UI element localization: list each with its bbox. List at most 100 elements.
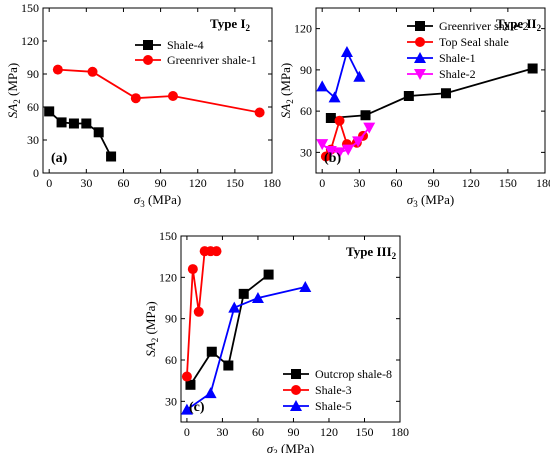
x-axis-label-unit: (MPa) [418,192,454,207]
legend-label: Top Seal shale [439,35,509,49]
type-label-sub: 2 [537,23,542,33]
x-tick-label: 30 [80,176,92,190]
x-axis-label: σ3 (MPa) [407,192,454,209]
x-axis-label-subscript: 3 [140,199,145,209]
y-axis-label-subscript: 2 [285,99,295,104]
y-axis-label-symbol: SA [278,104,293,119]
data-point [211,246,222,257]
y-axis-label-symbol: SA [143,342,158,357]
x-axis-label-unit: (MPa) [145,192,181,207]
data-point [193,306,204,317]
series-line-1 [57,68,260,114]
x-tick-label: 90 [287,425,299,439]
legend-marker [143,40,153,50]
data-point [106,151,117,162]
x-tick-label: 60 [117,176,129,190]
data-point [204,387,217,399]
legend-marker [414,52,426,63]
x-tick-label: 150 [355,425,373,439]
series-line-2 [186,286,306,411]
y-tick-label: 30 [27,133,39,147]
y-axis-label-subscript: 2 [150,338,160,343]
legend-label: Shale-1 [439,51,476,65]
data-point [223,360,234,371]
legend-marker [291,369,301,379]
data-point [353,70,366,82]
x-tick-label: 180 [536,176,550,190]
y-tick-label: 30 [165,394,177,408]
type-label-main: Type II [496,16,537,31]
legend-label: Outcrop shale-8 [315,367,392,381]
legend-label: Greenriver shale-2 [439,19,529,33]
data-point [263,269,274,280]
plot-frame [42,7,273,174]
data-point [130,93,141,104]
data-point [238,288,249,299]
data-point [403,91,414,101]
data-point [333,147,346,159]
y-tick-label: 90 [27,67,39,81]
x-tick-label: 90 [428,176,440,190]
plot-frame [315,7,546,174]
x-axis-label-subscript: 3 [413,199,418,209]
legend-label: Shale-3 [315,383,352,397]
type-label: Type II2 [496,16,542,33]
x-axis-label-unit: (MPa) [278,441,314,453]
x-tick-label: 90 [155,176,167,190]
legend-marker [143,55,153,65]
data-point [254,107,265,118]
type-label-sub: 2 [392,251,397,261]
data-point [81,118,92,129]
y-axis-label: SA2 (MPa) [5,63,22,118]
type-label-main: Type III [346,244,392,259]
y-axis-label-unit: (MPa) [143,301,158,337]
x-axis-label-symbol: σ [134,192,141,207]
panel-label: (c) [189,400,205,415]
y-axis-label-unit: (MPa) [5,63,20,99]
x-axis-label: σ3 (MPa) [267,441,314,453]
y-tick-label: 0 [33,166,39,180]
data-point [228,301,241,313]
data-point [68,118,79,129]
panel-label: (a) [51,151,68,166]
y-axis-label-symbol: SA [5,104,20,119]
data-point [251,292,264,303]
x-tick-label: 180 [391,425,409,439]
data-point [320,151,331,162]
x-tick-label: 120 [320,425,338,439]
legend-marker [415,21,425,31]
x-tick-label: 0 [184,425,190,439]
data-point [324,146,337,157]
plot-frame [180,235,401,423]
y-tick-label: 60 [300,104,312,118]
x-tick-label: 60 [252,425,264,439]
x-axis-label-symbol: σ [407,192,414,207]
type-label-main: Type I [210,16,246,31]
y-tick-label: 90 [300,63,312,77]
x-axis-label-subscript: 3 [273,448,278,453]
data-point [52,64,63,75]
x-tick-label: 180 [263,176,281,190]
y-tick-label: 120 [159,270,177,284]
legend: Outcrop shale-8 Shale-3 Shale-5 [283,367,392,413]
x-tick-label: 30 [216,425,228,439]
type-label-sub: 2 [246,23,251,33]
data-point [56,117,67,128]
x-tick-label: 60 [390,176,402,190]
x-tick-label: 0 [319,176,325,190]
legend: Greenriver shale-2 Top Seal shale Shale-1 S… [407,19,529,81]
x-tick-label: 120 [462,176,480,190]
data-point [87,66,98,77]
data-point [206,346,217,357]
x-tick-label: 150 [499,176,517,190]
x-tick-label: 30 [353,176,365,190]
legend-marker [415,37,425,47]
data-point [185,379,196,390]
data-point [363,122,376,134]
data-point [93,127,104,138]
legend-marker [414,69,426,80]
